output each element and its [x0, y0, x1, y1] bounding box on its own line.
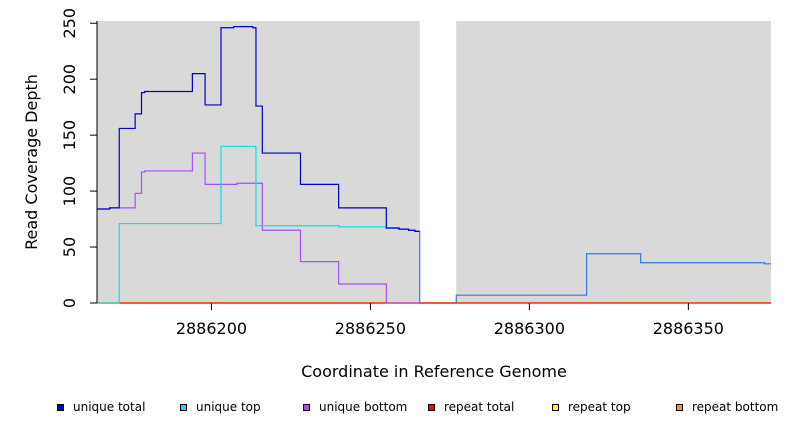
y-tick-label: 100 — [60, 176, 79, 207]
legend-item-unique-total: unique total — [57, 400, 145, 414]
series-line-unique-total — [97, 25, 420, 232]
legend-swatch — [303, 403, 310, 411]
legend-item-repeat-bottom: repeat bottom — [676, 400, 778, 414]
legend-swatch — [428, 403, 435, 411]
legend: unique total unique top unique bottom repea… — [0, 400, 792, 420]
y-tick-label: 0 — [60, 298, 79, 308]
axes-layer: 0 50 100 150 200 250 2886200 2886250 2886300 2886… — [60, 8, 724, 338]
legend-label: repeat total — [444, 400, 515, 414]
x-tick-label: 2886300 — [494, 319, 565, 338]
x-tick-label: 2886250 — [335, 319, 406, 338]
x-tick-label: 2886200 — [176, 319, 247, 338]
legend-item-unique-top: unique top — [180, 400, 261, 414]
legend-label: unique total — [73, 400, 146, 414]
legend-label: unique top — [196, 400, 261, 414]
y-tick-label: 250 — [60, 8, 79, 39]
legend-swatch — [552, 403, 559, 411]
legend-label: unique bottom — [319, 400, 408, 414]
x-axis-label: Coordinate in Reference Genome — [301, 362, 567, 381]
legend-label: repeat top — [568, 400, 631, 414]
y-tick-label: 50 — [60, 237, 79, 257]
legend-item-repeat-total: repeat total — [428, 400, 514, 414]
series-layer — [97, 25, 771, 304]
legend-swatch — [57, 403, 64, 411]
legend-item-unique-bottom: unique bottom — [303, 400, 407, 414]
x-tick-label: 2886350 — [653, 319, 724, 338]
y-tick-label: 200 — [60, 64, 79, 95]
y-tick-label: 150 — [60, 120, 79, 151]
coverage-chart: 0 50 100 150 200 250 2886200 2886250 2886300 2886… — [22, 8, 771, 381]
coverage-gap — [419, 21, 457, 303]
legend-label: repeat bottom — [692, 400, 779, 414]
series-line-unique-bottom — [97, 152, 420, 304]
legend-item-repeat-top: repeat top — [552, 400, 631, 414]
legend-swatch — [676, 403, 683, 411]
y-axis-label: Read Coverage Depth — [22, 74, 41, 250]
plot-background — [97, 21, 771, 303]
legend-swatch — [180, 403, 187, 411]
